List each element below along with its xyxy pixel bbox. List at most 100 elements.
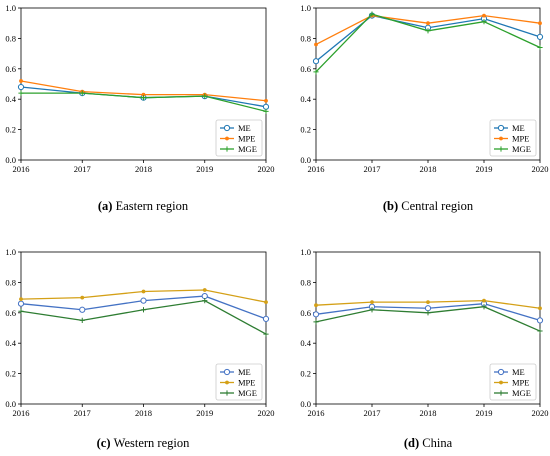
chart-panel-a: 0.0 0.2 0.4 0.6 0.8 1.0 2016 2017 2018 2019 2020 ME… [5,3,274,213]
point-mpe [482,13,486,18]
legend-label-mge: MGE [512,388,531,398]
point-mpe [202,288,207,292]
y-tick-label: 0.4 [300,94,311,104]
y-tick-label: 0.2 [300,369,311,379]
panel-caption-label: (d) [404,436,422,450]
panel-caption-text: Eastern region [116,199,189,213]
y-tick-label: 0.6 [5,308,16,318]
legend-label-mpe: MPE [238,134,255,144]
y-tick-label: 0.2 [300,125,311,135]
point-mge [425,28,431,34]
point-mge [263,108,269,114]
point-mpe [482,298,486,303]
y-tick-label: 0.4 [5,338,16,348]
legend-marker-mge [224,146,230,152]
legend-label-me: ME [512,123,525,133]
point-me [312,58,320,65]
y-tick-label: 0.0 [5,155,16,165]
y-tick-label: 1.0 [300,3,311,13]
point-mpe [19,297,23,302]
point-mge [202,298,208,304]
legend-marker-mpe [499,136,503,141]
y-tick-label: 1.0 [5,247,16,257]
legend-marker-mge [498,146,504,152]
point-me [262,103,270,110]
legend-label-me: ME [238,367,251,377]
point-me [536,33,544,40]
chart-panel-b: 0.0 0.2 0.4 0.6 0.8 1.0 2016 2017 2018 2019 2020 ME… [300,3,548,213]
legend-marker-me [223,368,231,376]
x-tick-label: 2017 [364,164,381,174]
y-tick-label: 0.8 [5,277,16,287]
y-tick-label: 0.0 [5,399,16,409]
point-mge [263,331,269,337]
x-tick-label: 2018 [420,408,437,418]
x-tick-label: 2019 [196,164,213,174]
panel-caption: (b) Central region [383,199,474,213]
legend-marker-mpe [225,136,229,141]
x-tick-label: 2017 [74,164,91,174]
legend-label-me: ME [238,123,251,133]
legend-marker-mpe [225,380,229,385]
legend-marker-me [497,124,505,132]
point-mpe [314,303,318,308]
point-me [536,317,544,324]
x-tick-label: 2017 [74,408,91,418]
point-mge [481,304,487,310]
chart-panel-c: 0.0 0.2 0.4 0.6 0.8 1.0 2016 2017 2018 2019 2020 ME… [5,247,274,450]
point-mpe [426,21,430,26]
point-mge [79,317,85,323]
point-me [201,292,208,300]
point-mge [313,319,319,325]
point-mge [369,307,375,313]
chart-panel-d: 0.0 0.2 0.4 0.6 0.8 1.0 2016 2017 2018 2019 2020 ME… [300,247,548,450]
y-tick-label: 0.2 [5,125,16,135]
point-mpe [426,300,430,305]
x-tick-label: 2016 [13,408,30,418]
point-mge [140,307,147,313]
point-mpe [370,300,374,305]
x-tick-label: 2020 [258,408,275,418]
point-mge [481,19,487,25]
point-mge [79,90,85,96]
point-me [79,306,86,313]
point-me [17,83,25,91]
x-tick-label: 2016 [13,164,30,174]
legend-label-mpe: MPE [512,134,529,144]
point-mge [18,90,24,96]
legend-marker-mge [224,390,230,396]
legend-label-me: ME [512,367,525,377]
point-mpe [314,42,318,47]
legend-label-mpe: MPE [512,378,529,388]
x-tick-label: 2018 [135,408,152,418]
legend-marker-me [497,368,505,376]
y-tick-label: 0.0 [300,155,311,165]
point-mpe [538,21,542,26]
point-mpe [264,98,268,103]
panel-caption-label: (a) [98,199,116,213]
point-me [424,305,432,312]
x-tick-label: 2020 [532,164,549,174]
legend-label-mge: MGE [238,144,257,154]
panel-caption: (d) China [404,436,453,450]
legend-marker-mpe [499,380,503,385]
x-tick-label: 2018 [420,164,437,174]
panel-caption-text: Central region [401,199,474,213]
point-mpe [141,289,146,294]
y-tick-label: 0.6 [300,308,311,318]
point-mpe [264,300,268,305]
y-tick-label: 0.4 [5,94,16,104]
x-tick-label: 2018 [135,164,152,174]
y-tick-label: 0.2 [5,369,16,379]
point-me [312,311,320,318]
y-tick-label: 0.6 [5,64,16,74]
panel-caption-label: (b) [383,199,401,213]
point-me [17,300,25,307]
panel-caption: (a) Eastern region [98,199,189,213]
point-me [140,297,147,304]
point-mge [140,95,147,101]
x-tick-label: 2017 [364,408,381,418]
x-tick-label: 2019 [476,164,493,174]
